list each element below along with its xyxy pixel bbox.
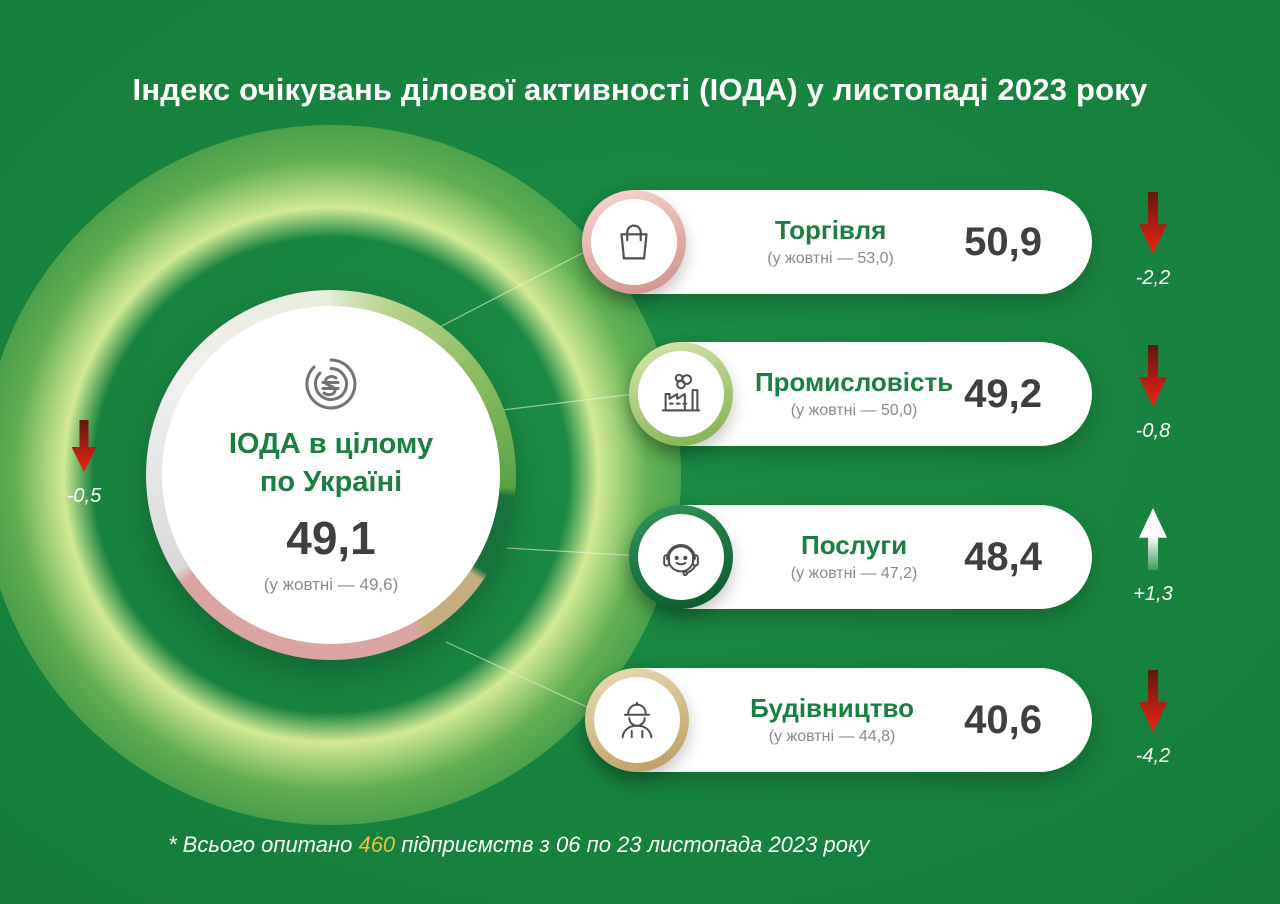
sector-change-construction: -4,2	[1124, 670, 1182, 768]
sector-change-trade: -2,2	[1124, 192, 1182, 290]
page-title: Індекс очікувань ділової активності (ІОД…	[132, 72, 1148, 107]
sector-name: Послуги	[801, 529, 908, 560]
sector-name: Будівництво	[750, 692, 914, 723]
sector-card-services: Послуги (у жовтні — 47,2) 48,4	[629, 505, 1092, 609]
overall-index-previous: (у жовтні — 49,6)	[263, 575, 399, 595]
shopping-bag-icon	[609, 217, 659, 267]
overall-index-value: 49,1	[286, 512, 376, 565]
footnote-respondent-count: 460	[358, 832, 396, 857]
sector-icon-inner	[638, 351, 724, 437]
survey-footnote: * Всього опитано 460 підприємств з 06 по…	[168, 832, 869, 858]
footnote-suffix: підприємств з 06 по 23 листопада 2023 ро…	[395, 832, 870, 857]
overall-label-line2: по Україні	[259, 466, 403, 498]
sector-icon-badge-services	[629, 505, 733, 609]
sector-value: 48,4	[964, 534, 1042, 579]
sector-card-industry: Промисловість (у жовтні — 50,0) 49,2	[629, 342, 1092, 446]
overall-index-label: ІОДА в цілому по Україні	[229, 425, 433, 502]
sector-name: Торгівля	[774, 214, 887, 245]
sector-change-value: -4,2	[1135, 745, 1171, 767]
sector-previous: (у жовтні — 44,8)	[768, 728, 896, 746]
sector-change-industry: -0,8	[1124, 345, 1182, 443]
sector-name: Промисловість	[754, 366, 954, 397]
overall-index-ring: ІОДА в цілому по Україні 49,1 (у жовтні …	[146, 290, 516, 660]
sector-icon-badge-industry	[629, 342, 733, 446]
sector-card-trade: Торгівля (у жовтні — 53,0) 50,9	[582, 190, 1092, 294]
overall-label-line1: ІОДА в цілому	[228, 427, 434, 460]
sector-change-value: +1,3	[1133, 583, 1173, 605]
sector-previous: (у жовтні — 47,2)	[790, 565, 918, 583]
down-arrow-icon	[71, 420, 97, 472]
sector-previous: (у жовтні — 50,0)	[790, 402, 918, 420]
down-arrow-icon	[1139, 670, 1167, 732]
sector-text-industry: Промисловість (у жовтні — 50,0)	[744, 366, 964, 421]
sector-icon-inner	[591, 199, 677, 285]
construction-worker-icon	[612, 695, 662, 745]
sector-value: 49,2	[964, 371, 1042, 416]
sector-change-value: -0,8	[1135, 420, 1171, 442]
footnote-prefix: * Всього опитано	[168, 832, 359, 857]
sector-text-trade: Торгівля (у жовтні — 53,0)	[697, 214, 964, 269]
headset-icon	[656, 532, 706, 582]
sector-text-services: Послуги (у жовтні — 47,2)	[744, 529, 964, 584]
down-arrow-icon	[1139, 192, 1167, 254]
sector-icon-badge-trade	[582, 190, 686, 294]
overall-change-value: -0,5	[66, 485, 102, 507]
sector-previous: (у жовтні — 53,0)	[767, 250, 894, 268]
up-arrow-icon	[1139, 508, 1167, 570]
sector-change-services: +1,3	[1124, 508, 1182, 606]
factory-icon	[656, 369, 706, 419]
sector-value: 50,9	[964, 219, 1042, 264]
sector-card-construction: Будівництво (у жовтні — 44,8) 40,6	[585, 668, 1092, 772]
down-arrow-icon	[1139, 345, 1167, 407]
sector-value: 40,6	[964, 697, 1042, 742]
sector-change-value: -2,2	[1135, 267, 1171, 289]
sector-icon-inner	[594, 677, 680, 763]
nbu-logo-icon	[302, 355, 360, 413]
sector-icon-inner	[638, 514, 724, 600]
sector-icon-badge-construction	[585, 668, 689, 772]
sector-text-construction: Будівництво (у жовтні — 44,8)	[700, 692, 964, 747]
overall-change: -0,5	[55, 420, 113, 508]
overall-index-card: ІОДА в цілому по Україні 49,1 (у жовтні …	[162, 306, 500, 644]
